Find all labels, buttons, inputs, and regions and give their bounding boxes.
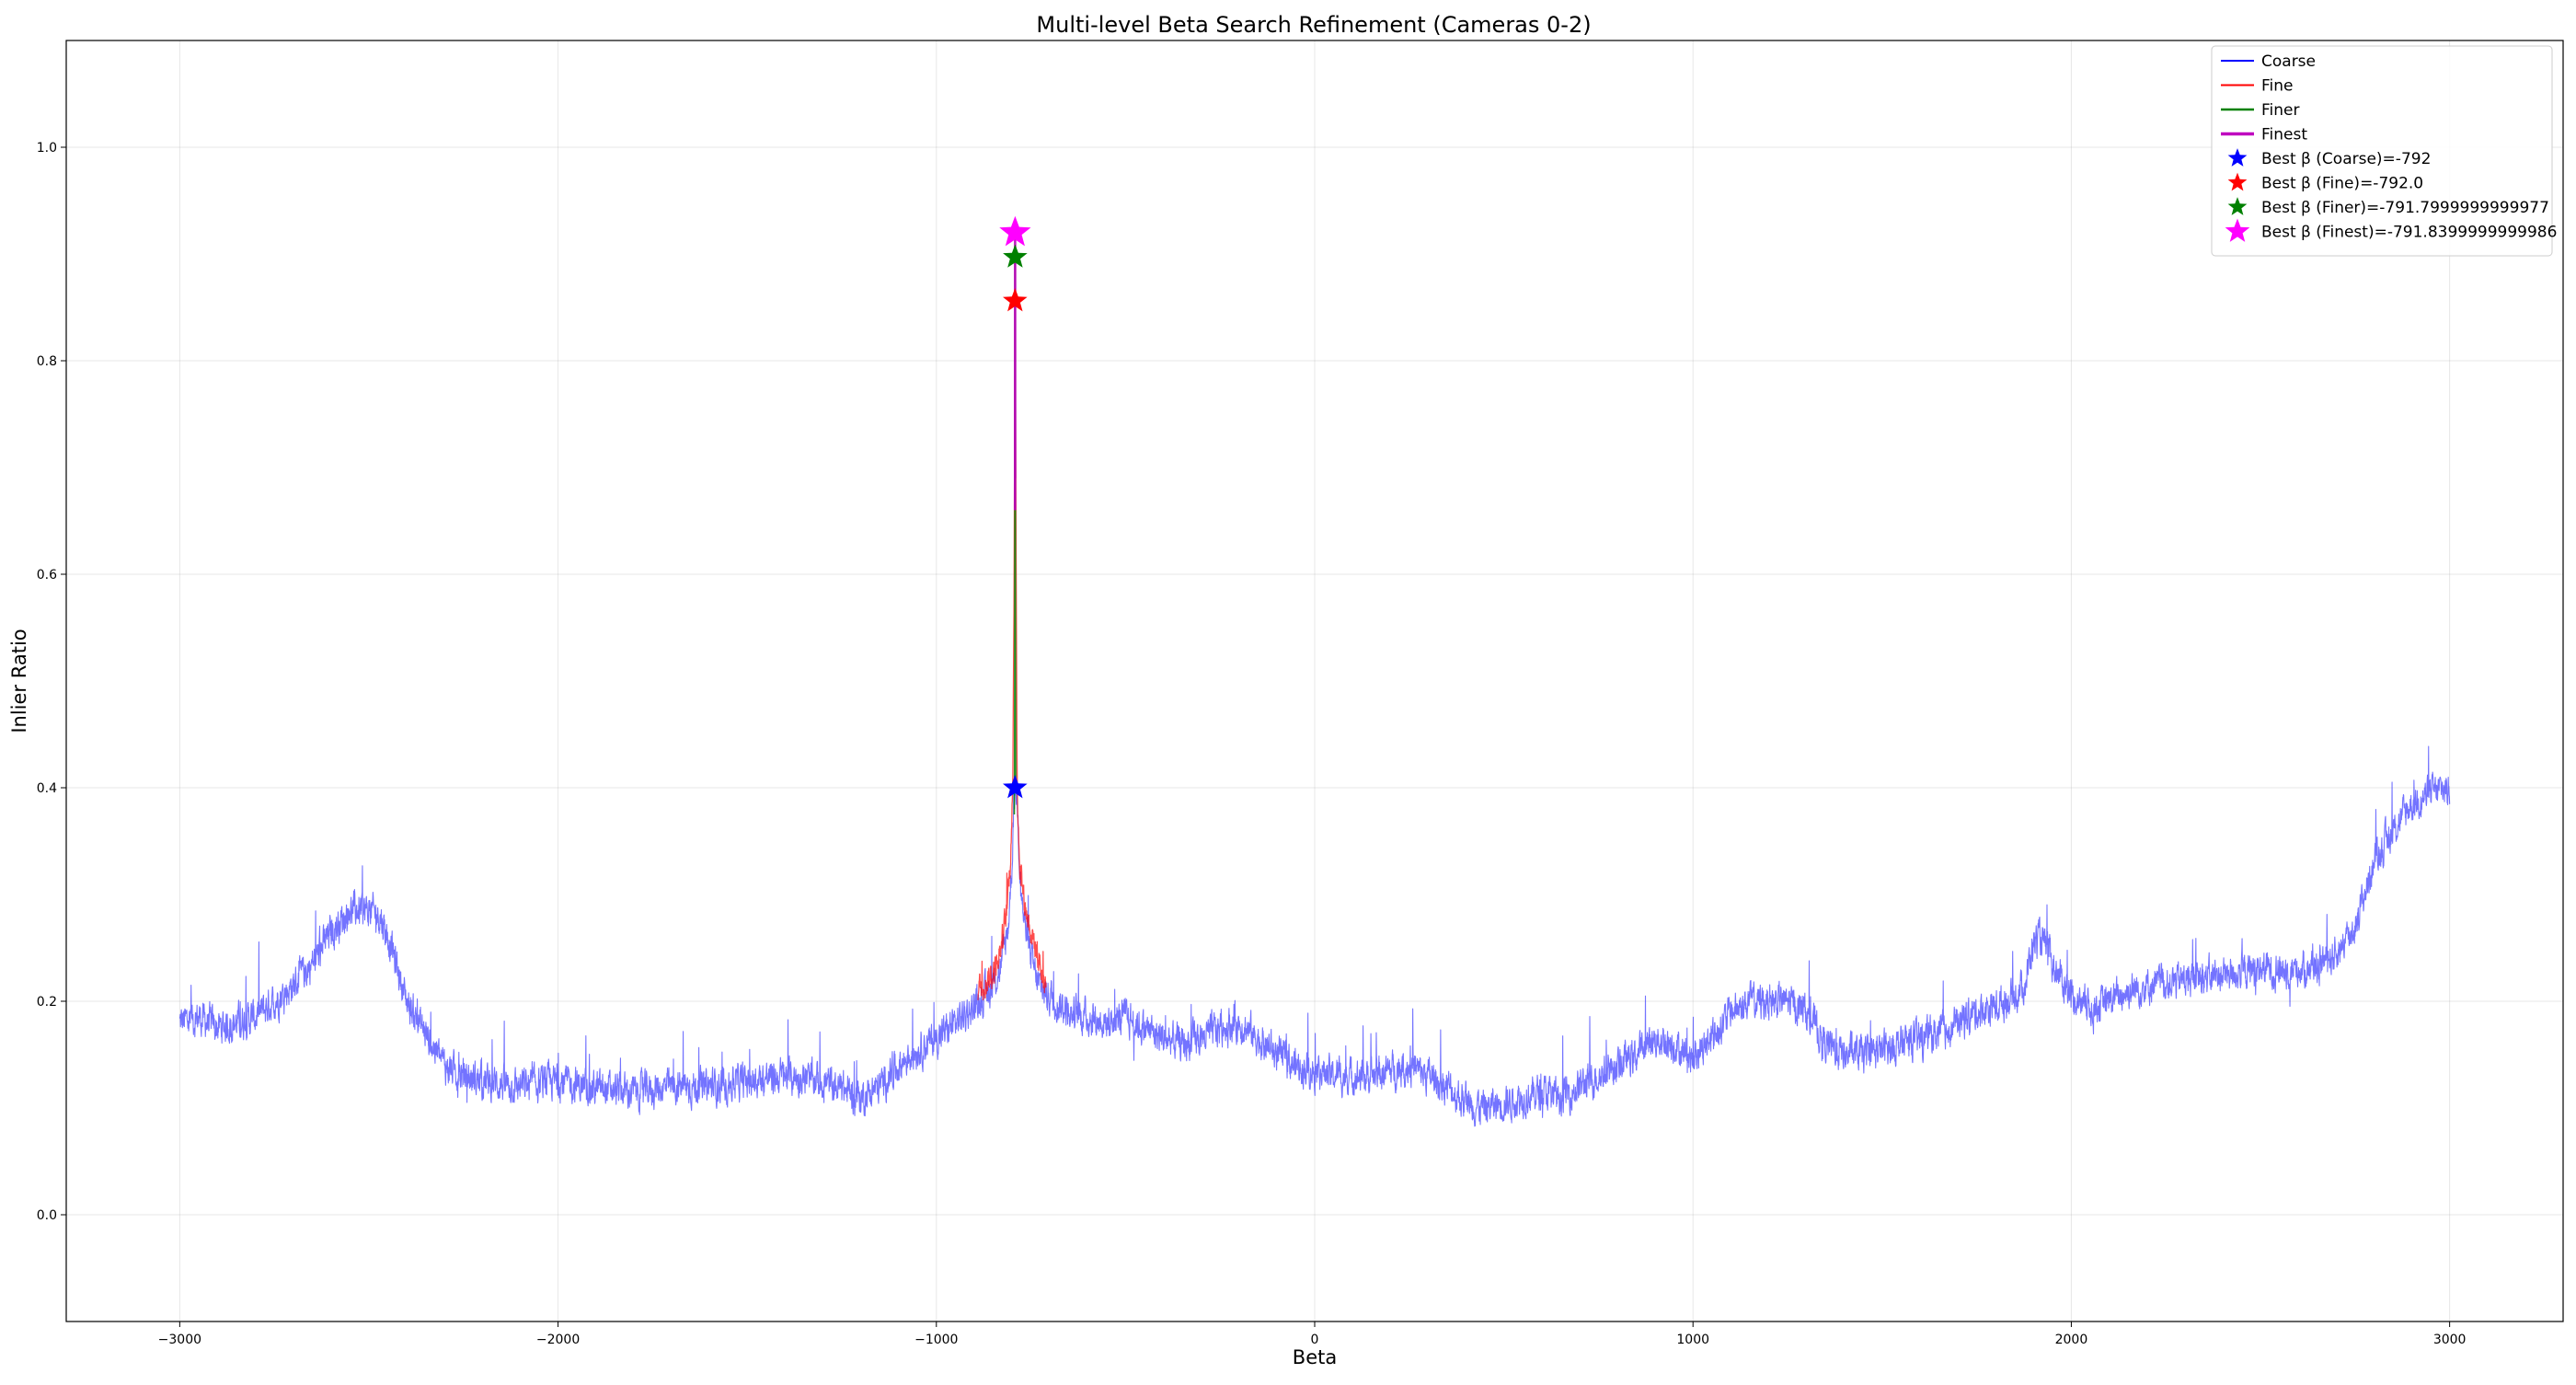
legend-label: Best β (Finest)=-791.8399999999986 — [2261, 224, 2557, 242]
legend-label: Coarse — [2261, 52, 2316, 71]
x-tick-label: 1000 — [1676, 1333, 1709, 1347]
legend-label: Best β (Fine)=-792.0 — [2261, 175, 2423, 193]
grid-layer — [66, 40, 2563, 1322]
x-tick-label: 2000 — [2055, 1333, 2088, 1347]
y-tick-label: 0.2 — [37, 995, 57, 1010]
x-tick-label: 3000 — [2433, 1333, 2467, 1347]
x-tick-label: 0 — [1311, 1333, 1319, 1347]
y-tick-label: 0.6 — [37, 568, 57, 583]
y-tick-label: 0.0 — [37, 1208, 57, 1223]
series-line-fine — [978, 328, 1046, 1000]
y-tick-label: 0.8 — [37, 354, 57, 369]
x-tick-label: −1000 — [914, 1333, 958, 1347]
legend-label: Finest — [2261, 126, 2307, 144]
x-tick-label: −3000 — [158, 1333, 201, 1347]
y-tick-label: 0.4 — [37, 781, 57, 796]
x-axis-label: Beta — [1293, 1346, 1337, 1368]
legend-label: Best β (Finer)=-791.7999999999977 — [2261, 199, 2549, 217]
chart-title: Multi-level Beta Search Refinement (Came… — [1036, 12, 1591, 38]
legend-label: Fine — [2261, 77, 2294, 96]
y-axis-label: Inlier Ratio — [8, 629, 30, 733]
legend-label: Finer — [2261, 101, 2300, 120]
legend: Coarse Fine Finer Finest Best β (Coarse)=-79… — [2212, 46, 2557, 256]
tick-layer: −3000 −2000 −1000 0 1000 2000 3000 0.0 0.2 0.4 0.6… — [37, 141, 2467, 1347]
y-tick-label: 1.0 — [37, 141, 57, 156]
x-tick-label: −2000 — [536, 1333, 580, 1347]
legend-label: Best β (Coarse)=-792 — [2261, 150, 2431, 168]
